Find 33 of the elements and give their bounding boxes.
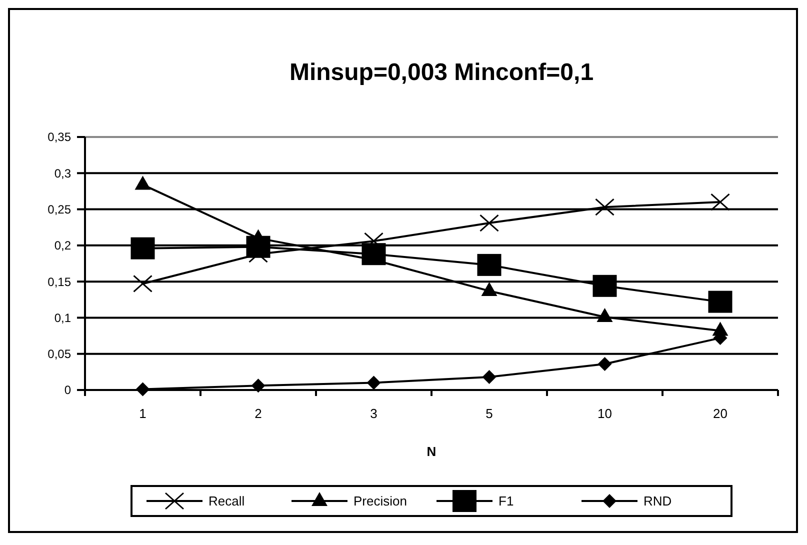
y-tick-label: 0,15 <box>48 274 72 289</box>
legend-label: Precision <box>354 494 407 509</box>
point <box>708 290 732 313</box>
y-tick-label: 0,05 <box>48 347 72 362</box>
x-tick-label: 1 <box>139 406 146 421</box>
x-tick-label: 5 <box>486 406 493 421</box>
point <box>480 214 499 232</box>
y-tick-label: 0,25 <box>48 202 72 216</box>
point <box>130 237 155 260</box>
point <box>133 274 152 292</box>
y-tick-label: 0 <box>64 383 72 398</box>
point <box>598 356 612 371</box>
legend-label: Recall <box>208 494 245 509</box>
y-tick-label: 0,35 <box>48 130 72 144</box>
x-tick-label: 10 <box>598 406 612 421</box>
x-tick-label: 3 <box>370 406 378 421</box>
point <box>251 378 266 393</box>
x-tick-label: 20 <box>713 406 728 421</box>
point <box>710 193 730 211</box>
x-tick-label: 2 <box>254 406 262 421</box>
legend-label: RND <box>644 494 672 509</box>
point <box>477 254 502 276</box>
chart-title: Minsup=0,003 Minconf=0,1 <box>289 59 594 86</box>
point <box>592 274 617 297</box>
y-tick-label: 0,2 <box>54 238 72 253</box>
x-axis-title: N <box>426 444 436 459</box>
y-tick-label: 0,1 <box>54 310 72 325</box>
point <box>136 382 150 396</box>
point <box>366 376 381 390</box>
y-tick-label: 0,3 <box>54 166 72 180</box>
point <box>482 370 496 384</box>
point <box>595 198 614 216</box>
legend-label: F1 <box>498 494 514 509</box>
